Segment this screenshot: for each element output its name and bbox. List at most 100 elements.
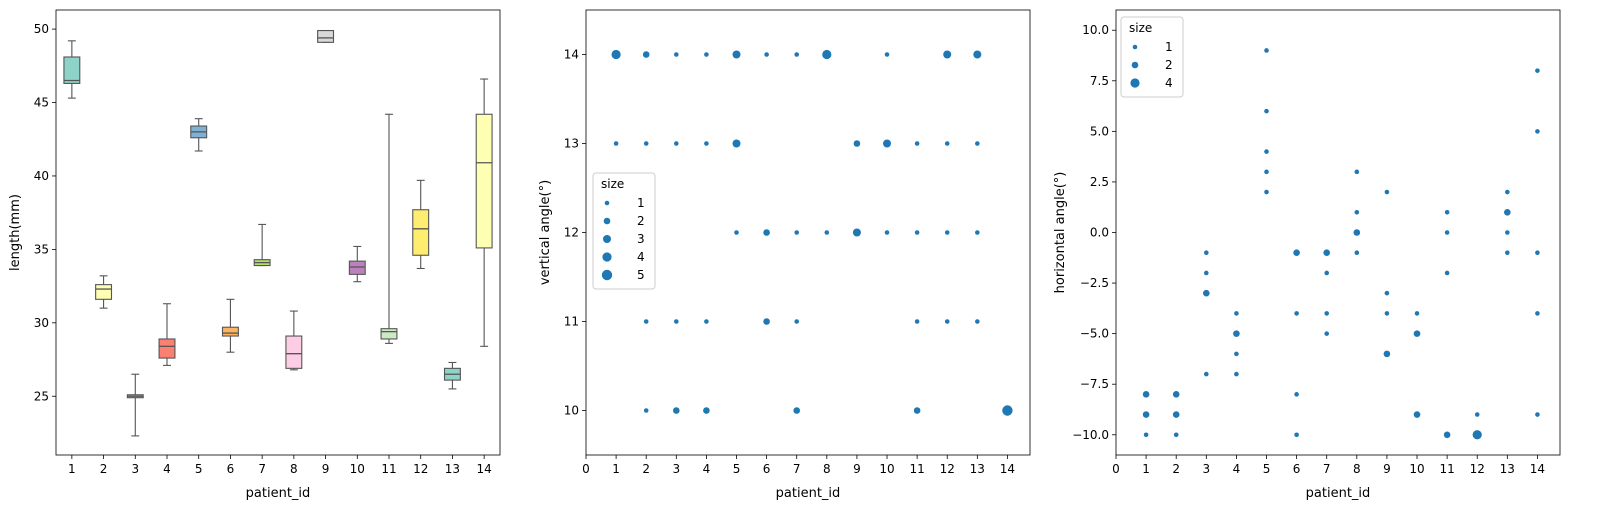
data-point xyxy=(763,318,770,325)
data-point xyxy=(1504,208,1511,216)
data-point xyxy=(822,49,832,60)
y-tick-label: 25 xyxy=(34,389,49,403)
x-tick-label: 7 xyxy=(258,462,266,476)
y-tick-label: 30 xyxy=(34,316,49,330)
data-point xyxy=(1204,250,1209,256)
iqr-box xyxy=(158,338,176,359)
legend-entry-label: 5 xyxy=(637,268,645,282)
data-point xyxy=(1264,149,1269,154)
box-patient-7 xyxy=(253,223,271,267)
data-point xyxy=(1535,68,1540,73)
box-patient-4 xyxy=(158,303,176,366)
y-tick-label: 0.0 xyxy=(1090,226,1109,240)
y-tick-label: 11 xyxy=(564,315,579,329)
x-tick-label: 5 xyxy=(1263,462,1271,476)
x-tick-label: 7 xyxy=(793,462,801,476)
data-point xyxy=(732,50,741,59)
data-point xyxy=(883,139,892,148)
x-axis-label: patient_id xyxy=(246,486,311,501)
legend-entry-label: 4 xyxy=(637,250,645,264)
x-tick-label: 11 xyxy=(909,462,924,476)
legend-marker xyxy=(1132,44,1138,50)
y-axis-label: vertical angle(°) xyxy=(538,180,553,285)
data-point xyxy=(1204,270,1209,276)
data-point xyxy=(734,230,739,235)
y-tick-label: 2.5 xyxy=(1090,175,1109,189)
data-point xyxy=(611,49,621,60)
data-point xyxy=(732,139,741,148)
x-tick-label: 4 xyxy=(703,462,711,476)
data-point xyxy=(1264,189,1269,195)
iqr-box xyxy=(380,328,398,340)
iqr-box xyxy=(317,30,335,43)
data-point xyxy=(1535,412,1540,417)
data-point xyxy=(1294,311,1299,316)
data-point xyxy=(704,141,709,146)
x-tick-label: 2 xyxy=(1172,462,1180,476)
data-point xyxy=(1233,330,1240,337)
x-tick-label: 2 xyxy=(100,462,108,476)
data-point xyxy=(1324,311,1330,316)
legend-entry-label: 4 xyxy=(1165,76,1173,90)
data-point xyxy=(1234,371,1239,377)
y-tick-label: 40 xyxy=(34,169,49,183)
legend-title: size xyxy=(1129,21,1152,35)
y-tick-label: −7.5 xyxy=(1080,377,1109,391)
data-point xyxy=(1535,129,1540,134)
x-tick-label: 8 xyxy=(1353,462,1361,476)
y-tick-label: −5.0 xyxy=(1080,327,1109,341)
plot-frame xyxy=(55,9,501,456)
x-tick-label: 11 xyxy=(1439,462,1454,476)
data-point xyxy=(763,229,770,236)
legend-marker xyxy=(1130,78,1140,88)
data-point xyxy=(1324,270,1330,276)
x-tick-label: 0 xyxy=(1112,462,1120,476)
data-point xyxy=(1384,290,1390,296)
data-point xyxy=(1203,289,1210,297)
data-point xyxy=(1505,230,1510,235)
data-point xyxy=(914,319,920,324)
x-tick-label: 0 xyxy=(582,462,590,476)
box-patient-2 xyxy=(95,275,113,309)
legend-marker xyxy=(603,217,611,225)
data-point xyxy=(1353,229,1361,236)
data-point xyxy=(1142,411,1150,418)
data-point xyxy=(613,141,619,146)
x-tick-label: 14 xyxy=(1000,462,1015,476)
x-tick-label: 11 xyxy=(381,462,396,476)
y-tick-label: 10 xyxy=(564,404,579,418)
iqr-box xyxy=(412,209,430,256)
x-tick-label: 13 xyxy=(1500,462,1515,476)
data-point xyxy=(853,140,861,147)
data-point xyxy=(914,141,920,146)
x-axis-label: patient_id xyxy=(1306,486,1371,501)
x-tick-label: 5 xyxy=(733,462,741,476)
data-point xyxy=(674,52,679,57)
x-tick-label: 12 xyxy=(413,462,428,476)
data-point xyxy=(824,230,830,235)
x-tick-label: 14 xyxy=(477,462,492,476)
data-point xyxy=(1234,351,1239,357)
data-point xyxy=(1474,412,1480,417)
data-point xyxy=(1204,371,1209,377)
data-point xyxy=(704,319,709,324)
data-point xyxy=(944,141,950,146)
data-point xyxy=(643,319,649,324)
x-tick-label: 9 xyxy=(1383,462,1391,476)
data-point xyxy=(1413,411,1421,418)
box-patient-6 xyxy=(221,298,239,353)
box-patient-12 xyxy=(412,179,430,270)
x-tick-label: 8 xyxy=(290,462,298,476)
x-tick-label: 2 xyxy=(642,462,650,476)
scatter-vertical-angle-panel: 0 1 2 3 4 5 6 7 8 9 10 11 12 13 141011121314patient_id… xyxy=(538,9,1031,501)
x-tick-label: 3 xyxy=(131,462,139,476)
data-point xyxy=(1413,330,1421,337)
box-patient-11 xyxy=(380,113,398,344)
x-tick-label: 12 xyxy=(940,462,955,476)
box-patient-8 xyxy=(285,310,303,371)
x-tick-label: 5 xyxy=(195,462,203,476)
x-tick-label: 1 xyxy=(68,462,76,476)
x-tick-label: 1 xyxy=(612,462,620,476)
data-point xyxy=(1173,432,1179,438)
